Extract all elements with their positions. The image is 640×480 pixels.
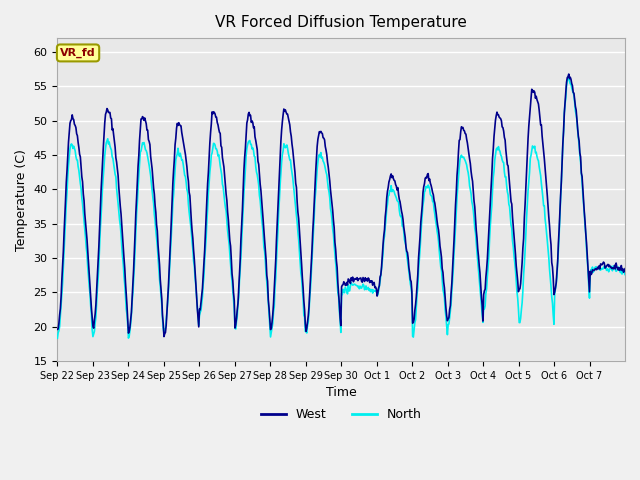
West	[225, 227, 233, 232]
West	[621, 266, 629, 272]
West	[120, 255, 128, 261]
Legend: West, North: West, North	[256, 403, 426, 426]
West	[253, 146, 261, 152]
North	[120, 274, 128, 279]
North	[432, 217, 440, 223]
North	[400, 228, 408, 234]
West	[565, 71, 573, 77]
North	[225, 234, 232, 240]
North	[564, 74, 572, 80]
West	[275, 184, 282, 190]
West	[401, 229, 408, 235]
Line: West: West	[58, 74, 625, 336]
North	[621, 272, 629, 277]
West	[54, 326, 61, 332]
Line: North: North	[58, 77, 625, 338]
North	[253, 169, 260, 175]
Title: VR Forced Diffusion Temperature: VR Forced Diffusion Temperature	[215, 15, 467, 30]
North	[274, 228, 282, 234]
North	[54, 336, 61, 341]
Text: VR_fd: VR_fd	[60, 48, 96, 58]
X-axis label: Time: Time	[326, 386, 356, 399]
West	[160, 334, 168, 339]
West	[433, 211, 440, 217]
Y-axis label: Temperature (C): Temperature (C)	[15, 149, 28, 251]
